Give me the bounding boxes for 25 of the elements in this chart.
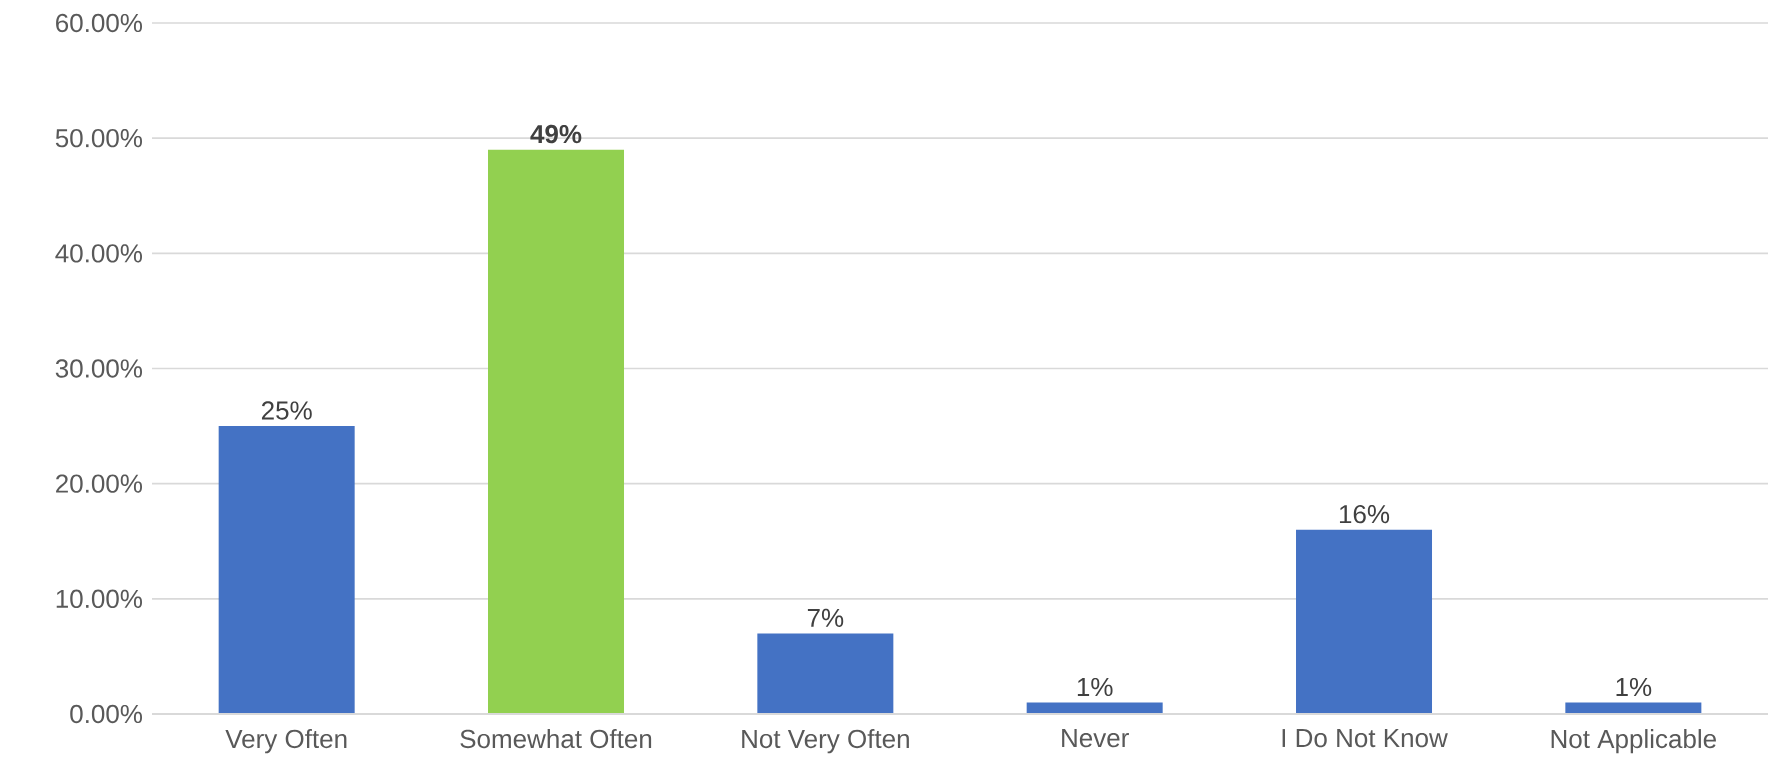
x-tick-label: Never <box>1062 729 1129 748</box>
y-tick-label: 30.00% <box>55 359 143 378</box>
data-label: 7% <box>807 608 844 627</box>
data-label: 1% <box>1616 677 1652 697</box>
bar <box>1296 529 1433 714</box>
x-tick-label: Somewhat Often <box>460 729 652 749</box>
data-label: 1% <box>1077 677 1113 697</box>
y-tick-label: 40.00% <box>55 244 143 263</box>
x-tick-label: Not Very Often <box>742 729 909 754</box>
y-tick-label: 10.00% <box>56 589 143 609</box>
x-tick-label: I Do Not Know <box>1282 729 1448 748</box>
data-label: 16% <box>1339 504 1390 524</box>
data-label: 49% <box>530 124 582 144</box>
x-tick-label: Very Often <box>225 729 347 754</box>
bar <box>218 426 355 714</box>
data-label: 25% <box>261 401 312 420</box>
bar <box>1026 702 1163 714</box>
y-tick-label: 0.00% <box>70 704 143 724</box>
y-tick-label: 20.00% <box>56 474 143 493</box>
bar <box>488 149 625 714</box>
y-tick-label: 50.00% <box>55 128 143 148</box>
y-tick-label: 60.00% <box>56 13 143 33</box>
bar <box>757 633 894 714</box>
bar <box>1565 702 1702 714</box>
x-tick-label: Not Applicable <box>1551 729 1716 754</box>
